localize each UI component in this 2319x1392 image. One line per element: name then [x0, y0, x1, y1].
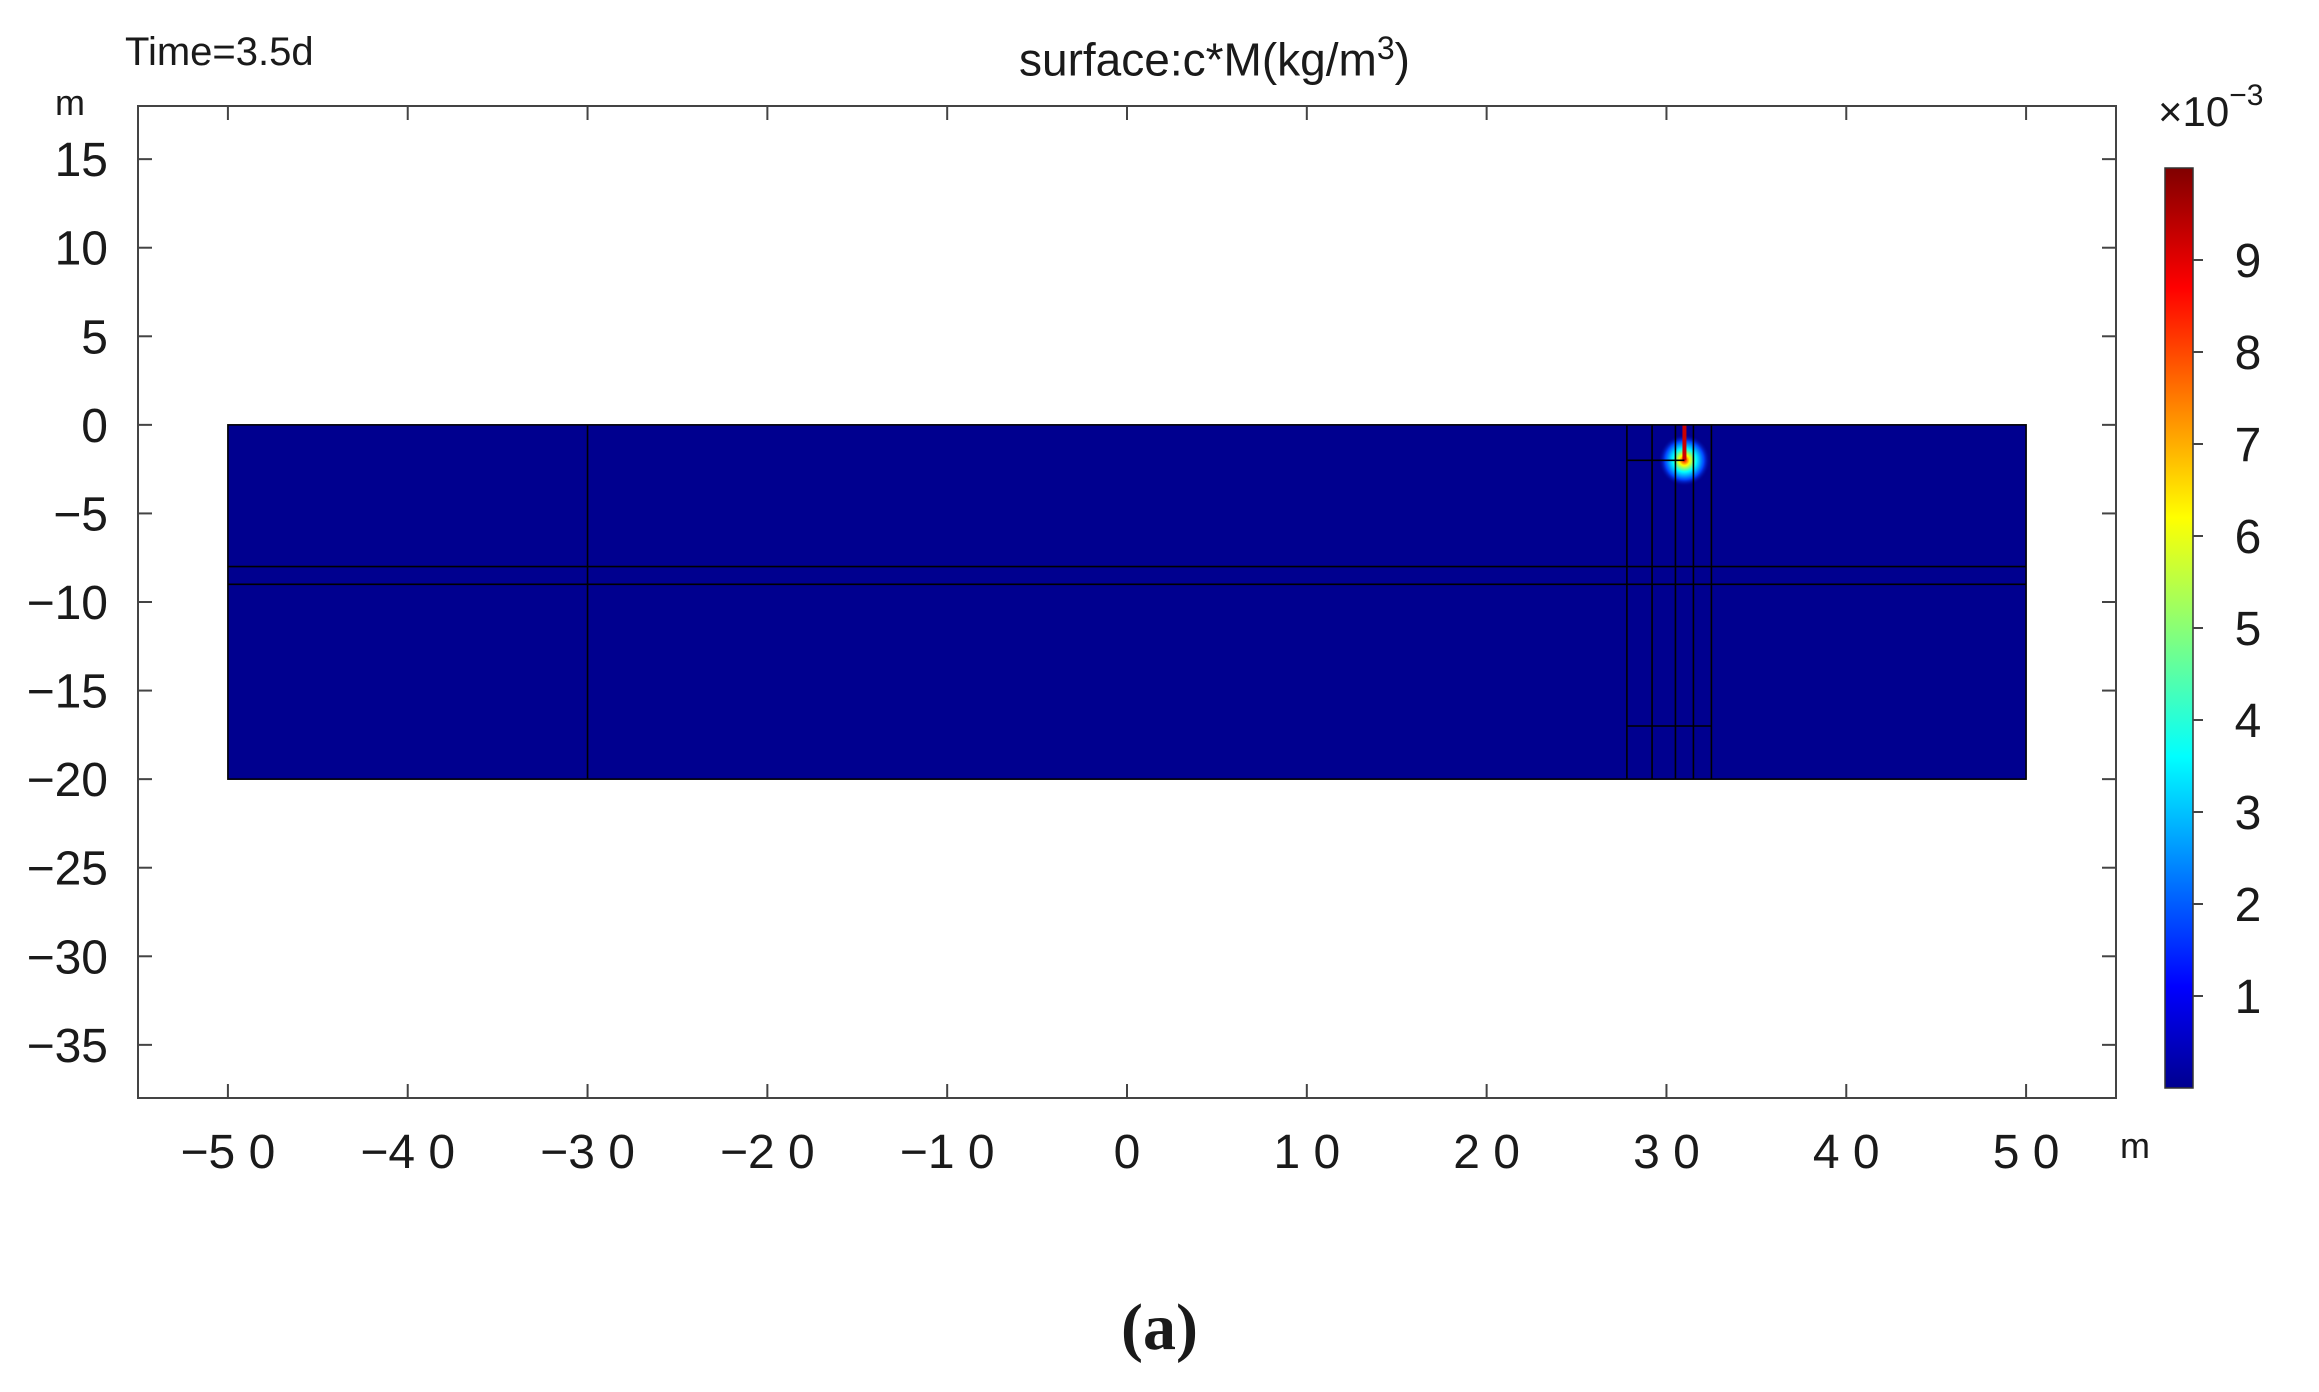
x-tick-label: −2 0 [720, 1126, 815, 1179]
x-tick-label: 0 [1114, 1126, 1141, 1179]
y-tick-label: −5 [53, 488, 108, 541]
colorbar-gradient [2164, 167, 2194, 1089]
colorbar: 1 2 3 4 5 6 7 8 9 [2164, 167, 2262, 1089]
domain-layer [227, 424, 2027, 780]
y-tick-label: 5 [81, 311, 108, 364]
colorbar-tick-label: 2 [2235, 879, 2262, 932]
x-tick-label: −5 0 [181, 1126, 276, 1179]
y-axis-unit: m [55, 82, 85, 123]
plot-title-main: surface:c*M(kg/m [1019, 33, 1377, 86]
plot-title-superscript: 3 [1376, 30, 1395, 66]
y-tick-label: −10 [27, 577, 108, 630]
model-domain [227, 424, 2027, 780]
y-tick-label: −20 [27, 754, 108, 807]
y-tick-label: −15 [27, 666, 108, 719]
x-tick-label: 1 0 [1273, 1126, 1340, 1179]
colorbar-tick-label: 3 [2235, 787, 2262, 840]
colorbar-multiplier: ×10−3 [2158, 79, 2263, 136]
y-tick-label: −25 [27, 843, 108, 896]
x-tick-label: −3 0 [540, 1126, 635, 1179]
y-tick-label: 10 [55, 223, 108, 276]
panel-label: (a) [1121, 1291, 1198, 1364]
x-tick-label: −1 0 [900, 1126, 995, 1179]
x-axis-unit: m [2120, 1125, 2150, 1166]
y-tick-label: −35 [27, 1020, 108, 1073]
plot-title: surface:c*M(kg/m3) [0, 30, 2319, 86]
colorbar-tick-label: 4 [2235, 695, 2262, 748]
x-tick-label: 4 0 [1813, 1126, 1880, 1179]
colorbar-tick-label: 7 [2235, 419, 2262, 472]
colorbar-tick-label: 1 [2235, 971, 2262, 1024]
time-label: Time=3.5d [125, 30, 314, 74]
plot-title-end: ) [1394, 33, 1410, 86]
colorbar-tick-label: 6 [2235, 511, 2262, 564]
colorbar-multiplier-base: ×10 [2158, 88, 2230, 135]
domain-outline [227, 424, 2027, 780]
colorbar-tick-label: 5 [2235, 603, 2262, 656]
colorbar-tick-label: 9 [2235, 235, 2262, 288]
y-tick-label: −30 [27, 931, 108, 984]
colorbar-tick-label: 8 [2235, 327, 2262, 380]
x-tick-label: 2 0 [1453, 1126, 1520, 1179]
x-tick-label: 5 0 [1993, 1126, 2060, 1179]
colorbar-multiplier-exponent: −3 [2229, 79, 2264, 112]
x-tick-label: 3 0 [1633, 1126, 1700, 1179]
x-tick-label: −4 0 [360, 1126, 455, 1179]
axis-layer: 15 10 5 0 −5 −10 −15 −20 −25 −30 −35 −5 0 −4 0 −3 0 −2… [27, 106, 2116, 1179]
y-tick-label: 15 [55, 134, 108, 187]
y-tick-label: 0 [81, 400, 108, 453]
